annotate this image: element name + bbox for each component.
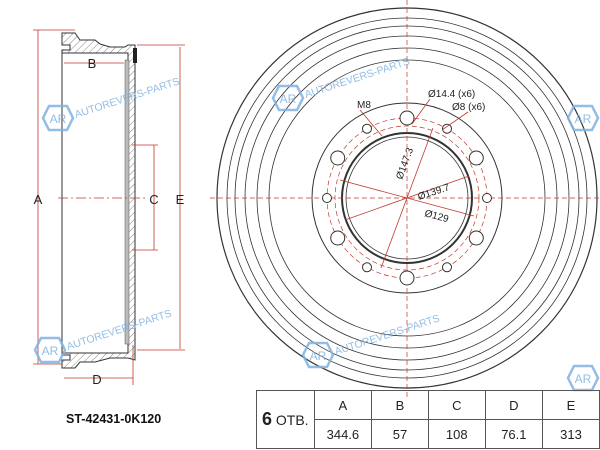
- label-d: D: [92, 372, 101, 387]
- callout-d147: Ø147.3: [394, 146, 416, 181]
- svg-text:AR: AR: [280, 92, 297, 106]
- callout-d139: Ø139.7: [417, 182, 452, 203]
- small-hole: [442, 123, 452, 134]
- stud-hole: [330, 150, 346, 166]
- side-view: A B C D E: [33, 29, 185, 387]
- value-d: 76.1: [484, 419, 543, 449]
- watermark-logo-icon: [271, 84, 305, 112]
- stud-hole: [468, 230, 484, 246]
- value-e: 313: [541, 419, 600, 449]
- spec-table: 6 ОТВ. A B C D E 344.6 57 108 76.1 313: [256, 390, 600, 449]
- small-hole: [322, 193, 332, 203]
- header-c: C: [427, 390, 486, 420]
- svg-text:AR: AR: [50, 112, 67, 126]
- small-hole: [362, 123, 372, 134]
- callout-small-hole: Ø8 (x6): [452, 102, 485, 113]
- small-hole: [362, 262, 372, 273]
- stud-hole: [468, 150, 484, 166]
- value-c: 108: [427, 419, 486, 449]
- watermark: AR AUTOREVERS-PARTS: [271, 56, 411, 112]
- stud-hole: [330, 230, 346, 246]
- flange-face: [124, 59, 130, 345]
- header-e: E: [541, 390, 600, 420]
- callout-d129: Ø129: [423, 208, 450, 225]
- header-d: D: [484, 390, 543, 420]
- watermark-logo-icon: [301, 341, 335, 369]
- label-b: B: [88, 56, 97, 71]
- header-b: B: [371, 390, 429, 420]
- svg-text:AR: AR: [42, 344, 59, 358]
- watermark-logo-icon: [566, 104, 600, 132]
- value-b: 57: [371, 419, 429, 449]
- value-a: 344.6: [313, 419, 373, 449]
- front-view: [210, 0, 600, 400]
- small-hole: [442, 262, 452, 273]
- callout-stud-hole: Ø14.4 (x6): [428, 89, 475, 100]
- watermark-logo-icon: [33, 336, 67, 364]
- label-a: A: [34, 192, 43, 207]
- stud-hole: [399, 110, 415, 126]
- seal-mark: [133, 48, 137, 63]
- watermark-logo-icon: [41, 104, 75, 132]
- label-c: C: [149, 192, 158, 207]
- holes-cell: 6 ОТВ.: [256, 390, 315, 449]
- callout-thread: M8: [357, 100, 371, 111]
- header-a: A: [313, 390, 373, 420]
- bolt-holes: [322, 110, 492, 286]
- svg-text:AR: AR: [575, 372, 592, 386]
- small-hole: [482, 193, 492, 203]
- svg-text:AUTOREVERS-PARTS: AUTOREVERS-PARTS: [303, 56, 411, 101]
- stud-hole: [399, 270, 415, 286]
- svg-text:AR: AR: [575, 112, 592, 126]
- part-number: ST-42431-0K120: [66, 412, 162, 426]
- label-e: E: [176, 192, 185, 207]
- drum-cavity: [61, 52, 129, 354]
- svg-text:AR: AR: [310, 349, 327, 363]
